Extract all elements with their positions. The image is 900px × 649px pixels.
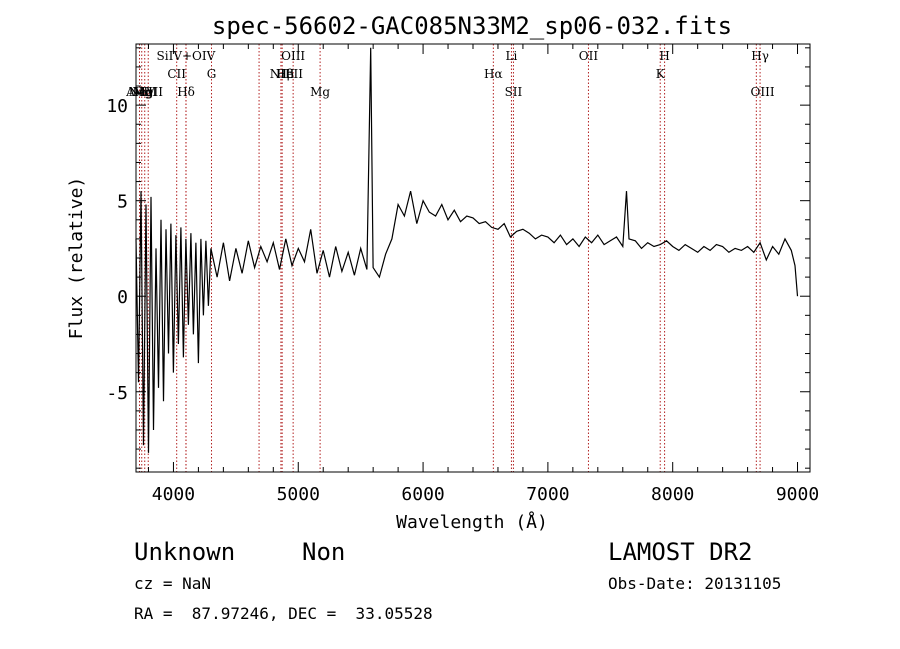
cz-text: cz = NaN — [134, 574, 212, 593]
line-label: MgI — [132, 85, 157, 99]
spectrum-line — [135, 47, 799, 453]
line-label: SII — [505, 85, 523, 99]
axis-ticks: 4000 5000 6000 7000 8000 9000 -5 0 5 10 — [106, 44, 819, 505]
line-label: K — [656, 67, 666, 81]
x-tick-label: 4000 — [152, 484, 195, 505]
line-label: CII — [167, 67, 186, 81]
y-tick-label: 0 — [117, 287, 128, 308]
coords-text: RA = 87.97246, DEC = 33.05528 — [134, 604, 433, 623]
survey-text: LAMOST DR2 — [608, 538, 753, 566]
line-label: MgII — [134, 85, 164, 99]
emission-line-labels: AlIIINeVMgIMgIISiIV+OIVCIIHδGOIIINIIIHβH… — [125, 49, 775, 99]
x-tick-label: 7000 — [526, 484, 569, 505]
line-label: Hβ — [276, 67, 293, 81]
y-tick-label: 10 — [106, 96, 128, 117]
line-label: Hδ — [177, 85, 195, 99]
line-label: OIII — [751, 85, 775, 99]
x-tick-label: 9000 — [776, 484, 819, 505]
line-label: AlIII — [125, 85, 153, 99]
x-axis-label: Wavelength (Å) — [396, 511, 548, 533]
x-tick-label: 6000 — [401, 484, 444, 505]
line-label: Hγ — [751, 49, 769, 63]
subclass-text: Non — [302, 538, 346, 566]
line-label: HeII — [276, 67, 303, 81]
line-label: NeV — [129, 85, 156, 99]
line-label: Hα — [484, 67, 503, 81]
obs-date-text: Obs-Date: 20131105 — [608, 574, 782, 593]
line-label: NIII — [270, 67, 295, 81]
emission-line-markers — [138, 44, 761, 472]
line-label: SiIV+OIV — [157, 49, 216, 63]
line-label: OII — [579, 49, 599, 63]
x-tick-label: 8000 — [651, 484, 694, 505]
y-tick-label: -5 — [106, 383, 128, 404]
y-axis-label: Flux (relative) — [66, 177, 87, 340]
classification-text: Unknown — [134, 538, 236, 566]
line-label: H — [659, 49, 669, 63]
line-label: Li — [506, 49, 518, 63]
plot-frame — [135, 43, 811, 473]
x-tick-label: 5000 — [277, 484, 320, 505]
line-label: Mg — [310, 85, 330, 99]
chart-title: spec-56602-GAC085N33M2_sp06-032.fits — [212, 12, 732, 40]
spectrum-chart: spec-56602-GAC085N33M2_sp06-032.fits AlI… — [66, 12, 819, 533]
line-label: OIII — [281, 49, 305, 63]
y-tick-label: 5 — [117, 192, 128, 213]
line-label: G — [207, 67, 217, 81]
